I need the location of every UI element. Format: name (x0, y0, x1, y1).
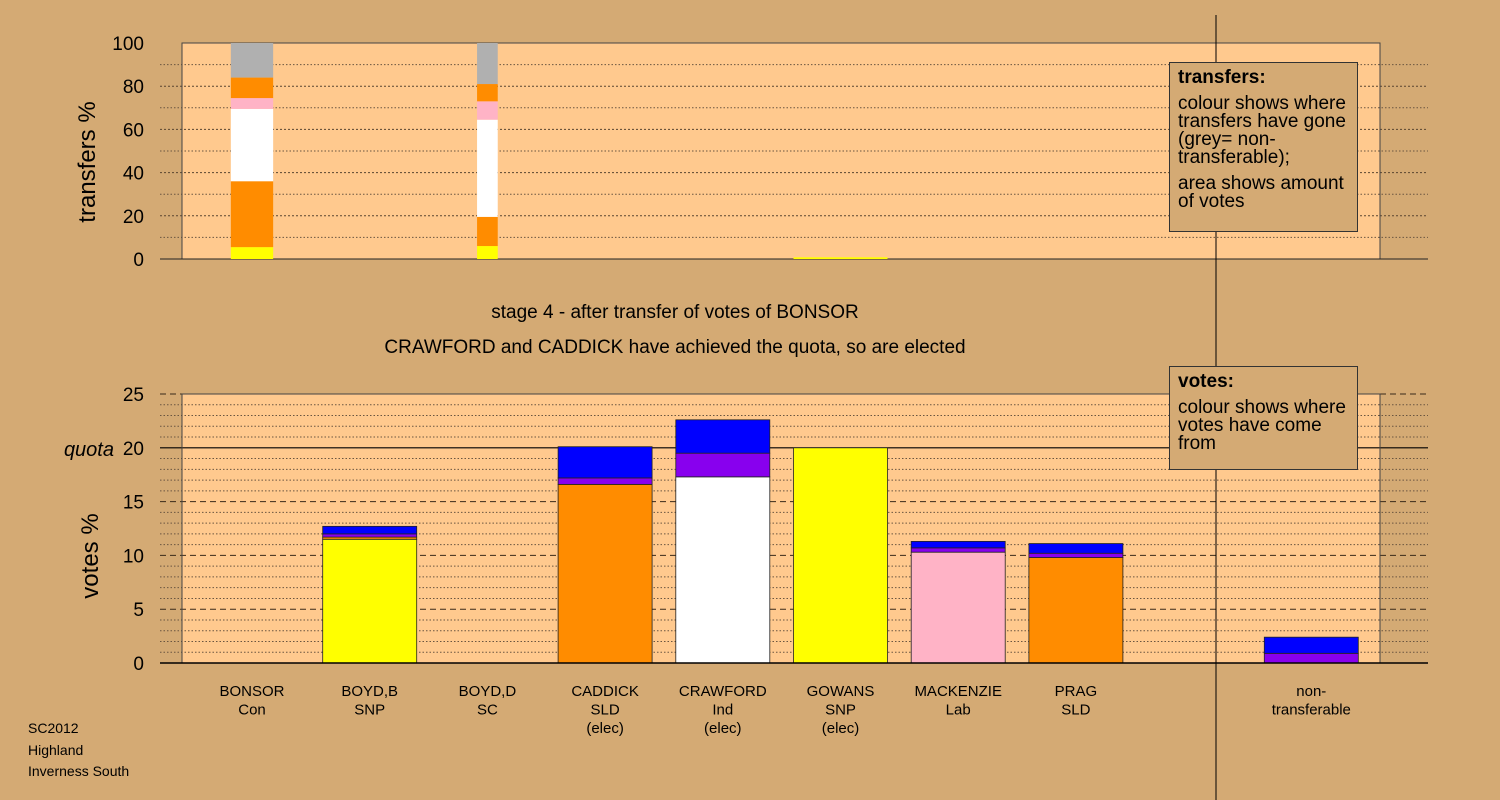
transfers-bar-bonsor-orange-segment (230, 181, 274, 248)
votes-y-tick-label: 5 (133, 600, 144, 621)
x-label-mackenzie-lab-party: Lab (946, 702, 971, 719)
x-label-caddick-sld-name: CADDICK (571, 683, 639, 700)
transfers-bar-bonsor-white-segment (230, 108, 274, 182)
election-footer: SC2012 Highland Inverness South (28, 718, 129, 783)
stage-subtitle: CRAWFORD and CADDICK have achieved the q… (384, 337, 965, 358)
votes-bar-crawford-blue-segment (675, 419, 771, 454)
votes-bar-boyd-b-yellow-segment (322, 538, 418, 664)
x-label-caddick-sld-status: (elec) (586, 720, 624, 737)
x-label-boyd-b-snp-name: BOYD,B (341, 683, 398, 700)
x-label-boyd-b-snp-party: SNP (354, 702, 385, 719)
transfers-legend-area-text: area shows amount of votes (1178, 173, 1344, 212)
transfers-y-axis-label: transfers % (74, 101, 101, 222)
x-label-non-transferable-party: transferable (1272, 702, 1351, 719)
votes-bar-prag-blue-segment (1028, 543, 1124, 554)
transfers-bar-bonsor-orange-segment (230, 77, 274, 99)
x-label-mackenzie-lab-name: MACKENZIE (914, 683, 1002, 700)
stage-title: stage 4 - after transfer of votes of BON… (491, 302, 859, 323)
x-label-prag-sld-name: PRAG (1055, 683, 1098, 700)
votes-bar-non-transferable-blue-segment (1263, 636, 1359, 654)
transfers-bar-boyd-d-orange-segment (477, 216, 498, 247)
x-label-boyd-d-sc-name: BOYD,D (459, 683, 517, 700)
transfers-y-tick-label: 100 (112, 34, 144, 55)
x-label-gowans-snp-status: (elec) (822, 720, 860, 737)
votes-bar-boyd-b-blue-segment (322, 525, 418, 535)
votes-y-tick-label: 25 (123, 385, 144, 406)
transfers-y-tick-label: 60 (123, 120, 144, 141)
votes-bar-caddick-orange-segment (557, 483, 653, 664)
votes-bar-mackenzie-pink-segment (910, 551, 1006, 664)
votes-bar-gowans-yellow-segment (793, 447, 888, 664)
x-label-boyd-d-sc-party: SC (477, 702, 498, 719)
votes-y-tick-label: 20 (123, 439, 144, 460)
footer-ward: Inverness South (28, 763, 130, 779)
footer-election: SC2012 (28, 720, 79, 736)
transfers-y-tick-label: 40 (123, 164, 144, 185)
votes-y-tick-label: 15 (123, 493, 144, 514)
x-label-gowans-snp-party: SNP (825, 702, 856, 719)
x-label-caddick-sld-party: SLD (591, 702, 620, 719)
votes-bar-crawford-purple-segment (675, 452, 771, 478)
transfers-legend: transfers: colour shows where transfers … (1169, 62, 1358, 232)
votes-y-axis-label: votes % (77, 513, 104, 598)
transfers-bar-boyd-d-white-segment (477, 119, 498, 217)
footer-council: Highland (28, 741, 84, 758)
x-label-crawford-ind-status: (elec) (704, 720, 742, 737)
x-label-non-transferable-name: non- (1296, 683, 1326, 700)
x-label-crawford-ind-name: CRAWFORD (679, 683, 767, 700)
votes-bar-prag-purple-segment (1028, 552, 1124, 558)
transfers-bar-boyd-d-yellow-segment (477, 246, 498, 259)
votes-panel: 0 5 10 15 20 25 BONSOR Con BOYD,B SNP BOYD,D SC CADD… (123, 385, 1428, 737)
transfers-bar-boyd-d-orange-segment (477, 84, 498, 102)
x-label-gowans-snp-name: GOWANS (807, 683, 875, 700)
votes-bar-crawford-white-segment (675, 476, 771, 664)
transfers-bar-bonsor-pink-segment (230, 98, 274, 109)
transfers-bar-boyd-d-pink-segment (477, 101, 498, 120)
x-label-bonsor-con-name: BONSOR (219, 683, 284, 700)
transfers-legend-colour-text: colour shows where transfers have gone (… (1178, 93, 1346, 168)
transfers-bar-gowans-yellow-segment (793, 257, 888, 259)
votes-bar-caddick-blue-segment (557, 446, 653, 479)
votes-bar-prag-orange-segment (1028, 557, 1124, 664)
votes-bar-mackenzie-purple-segment (910, 547, 1006, 553)
votes-y-tick-label: 0 (133, 654, 144, 675)
votes-legend: votes: colour shows where votes have com… (1169, 366, 1358, 470)
transfers-y-tick-label: 0 (133, 250, 144, 271)
transfers-y-tick-label: 20 (123, 207, 144, 228)
transfers-bar-bonsor-yellow-segment (230, 247, 274, 259)
transfers-bar-bonsor-grey-segment (230, 43, 274, 78)
votes-bar-boyd-b-purple-segment (322, 533, 418, 538)
x-label-bonsor-con-party: Con (238, 702, 266, 719)
votes-legend-text: colour shows where votes have come from (1178, 397, 1346, 454)
votes-legend-heading: votes: (1178, 371, 1234, 392)
transfers-legend-heading: transfers: (1178, 67, 1266, 88)
votes-bar-non-transferable-purple-segment (1263, 652, 1359, 664)
quota-label: quota (64, 439, 114, 461)
votes-bar-mackenzie-blue-segment (910, 541, 1006, 549)
transfers-y-tick-label: 80 (123, 77, 144, 98)
votes-bar-caddick-purple-segment (557, 477, 653, 485)
votes-y-tick-label: 10 (123, 546, 144, 567)
x-label-crawford-ind-party: Ind (712, 702, 733, 719)
transfers-bar-boyd-d-grey-segment (477, 43, 498, 85)
x-label-prag-sld-party: SLD (1061, 702, 1090, 719)
